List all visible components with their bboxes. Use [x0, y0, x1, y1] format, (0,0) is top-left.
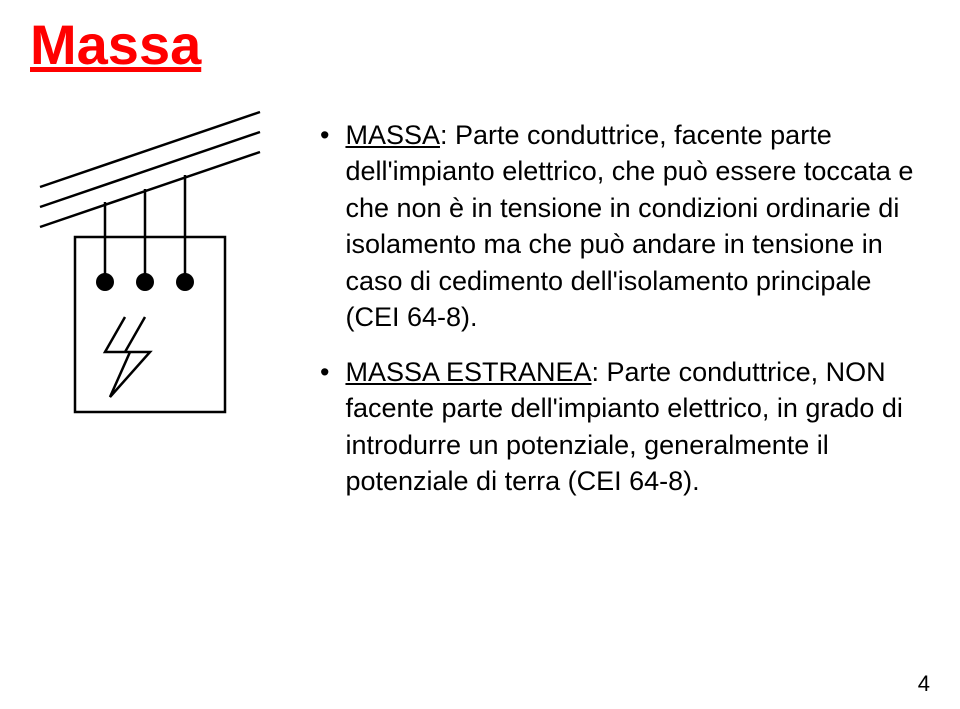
page-number: 4 [918, 671, 930, 697]
definition-text: : Parte conduttrice, facente parte dell'… [345, 120, 913, 332]
term-label: MASSA ESTRANEA [345, 357, 591, 387]
page-title: Massa [30, 12, 930, 77]
bullet-marker: • [320, 117, 329, 153]
bullet-item: • MASSA: Parte conduttrice, facente part… [300, 117, 930, 336]
definitions-list: • MASSA: Parte conduttrice, facente part… [300, 107, 930, 517]
bullet-text: MASSA: Parte conduttrice, facente parte … [345, 117, 930, 336]
content-row: • MASSA: Parte conduttrice, facente part… [30, 107, 930, 517]
bullet-marker: • [320, 354, 329, 390]
bullet-item: • MASSA ESTRANEA: Parte conduttrice, NON… [300, 354, 930, 500]
term-label: MASSA [345, 120, 440, 150]
massa-diagram [30, 107, 270, 427]
bullet-text: MASSA ESTRANEA: Parte conduttrice, NON f… [345, 354, 930, 500]
